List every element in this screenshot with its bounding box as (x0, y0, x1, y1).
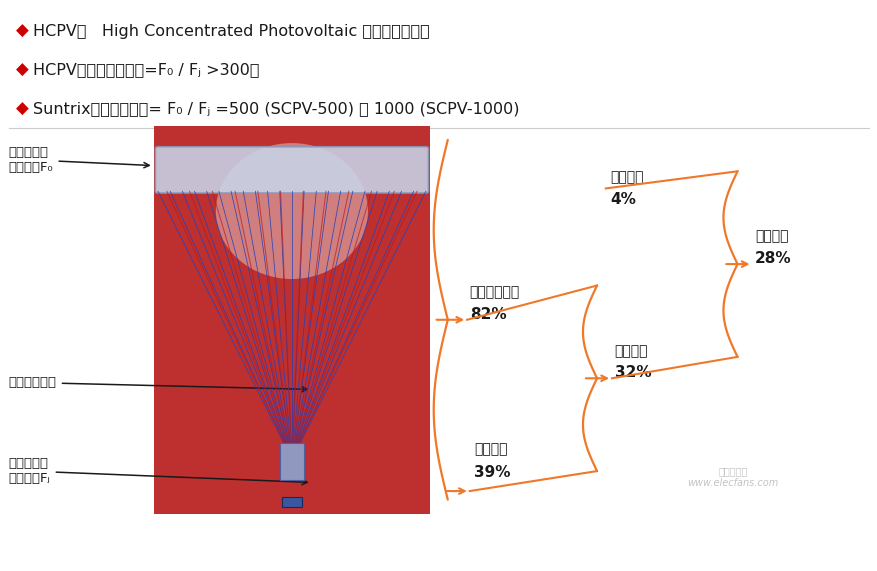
Text: 光学系统效率: 光学系统效率 (469, 286, 519, 299)
Text: HCPV通常指聚光倍数=F₀ / Fⱼ >300；: HCPV通常指聚光倍数=F₀ / Fⱼ >300； (33, 62, 260, 77)
Ellipse shape (216, 143, 367, 279)
Text: 32%: 32% (614, 365, 651, 380)
Text: 4%: 4% (610, 192, 635, 207)
Text: 太阳能电池
表面积为Fⱼ: 太阳能电池 表面积为Fⱼ (9, 457, 307, 485)
FancyBboxPatch shape (155, 147, 428, 193)
Text: ◆: ◆ (16, 99, 29, 118)
Text: 39%: 39% (474, 465, 510, 480)
Text: 电子发烧友
www.elecfans.com: 电子发烧友 www.elecfans.com (687, 466, 778, 488)
Text: 28%: 28% (754, 251, 791, 266)
Bar (279, 443, 304, 480)
Text: Suntrix产品聚光倍数= F₀ / Fⱼ =500 (SCPV-500) 和 1000 (SCPV-1000): Suntrix产品聚光倍数= F₀ / Fⱼ =500 (SCPV-500) 和… (33, 101, 519, 116)
Text: ◆: ◆ (16, 61, 29, 79)
Text: HCPV：   High Concentrated Photovoltaic 即高倍聚光光伏: HCPV： High Concentrated Photovoltaic 即高倍… (33, 24, 430, 39)
Bar (153, 126, 430, 514)
Text: ◆: ◆ (16, 22, 29, 41)
Text: 实际效率: 实际效率 (754, 230, 788, 244)
Bar (282, 497, 302, 507)
Text: 菲涅尔透鈥
表面积为F₀: 菲涅尔透鈥 表面积为F₀ (9, 146, 149, 174)
Text: 82%: 82% (469, 307, 506, 321)
Text: 电池效率: 电池效率 (474, 443, 507, 456)
Text: 其他损耗: 其他损耗 (610, 170, 643, 184)
Text: 理论效率: 理论效率 (614, 344, 647, 358)
Text: 二次光学系统: 二次光学系统 (9, 376, 307, 392)
